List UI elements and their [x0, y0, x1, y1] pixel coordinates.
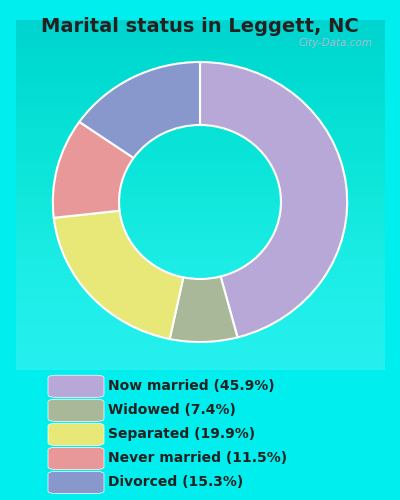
Wedge shape — [170, 276, 238, 342]
FancyBboxPatch shape — [48, 448, 104, 469]
Text: Divorced (15.3%): Divorced (15.3%) — [108, 475, 243, 489]
Text: Widowed (7.4%): Widowed (7.4%) — [108, 402, 236, 416]
FancyBboxPatch shape — [48, 472, 104, 494]
Wedge shape — [79, 62, 200, 158]
Text: Marital status in Leggett, NC: Marital status in Leggett, NC — [41, 18, 359, 36]
Text: City-Data.com: City-Data.com — [299, 38, 373, 48]
Text: Separated (19.9%): Separated (19.9%) — [108, 426, 255, 440]
Text: Now married (45.9%): Now married (45.9%) — [108, 378, 275, 392]
Wedge shape — [54, 210, 183, 339]
Wedge shape — [53, 122, 134, 218]
FancyBboxPatch shape — [48, 375, 104, 398]
FancyBboxPatch shape — [48, 399, 104, 421]
Text: Never married (11.5%): Never married (11.5%) — [108, 451, 287, 465]
FancyBboxPatch shape — [48, 424, 104, 446]
Wedge shape — [200, 62, 347, 338]
